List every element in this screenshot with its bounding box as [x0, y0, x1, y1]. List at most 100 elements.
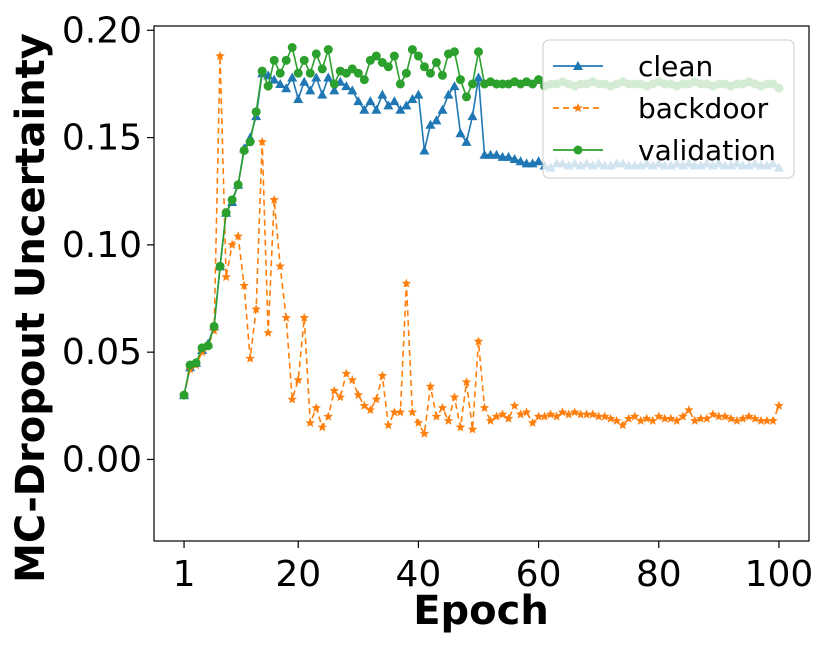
data-point-clean	[407, 93, 418, 103]
data-point-backdoor	[648, 415, 658, 425]
data-point-backdoor	[431, 411, 442, 421]
data-point-validation	[179, 390, 189, 400]
data-point-backdoor	[425, 381, 436, 391]
data-point-validation	[281, 55, 291, 65]
legend-entry-validation: validation	[553, 134, 776, 167]
data-point-backdoor	[726, 413, 736, 423]
data-point-clean	[281, 83, 292, 93]
data-point-validation	[419, 62, 429, 72]
data-point-backdoor	[660, 413, 670, 423]
x-tick-label: 1	[173, 554, 196, 595]
data-point-backdoor	[515, 409, 526, 419]
data-point-backdoor	[275, 261, 285, 271]
data-point-validation	[473, 47, 483, 57]
x-axis-title: Epoch	[413, 588, 549, 634]
data-point-clean	[503, 151, 514, 161]
data-point-backdoor	[449, 392, 460, 402]
y-tick-label: 0.20	[62, 10, 142, 51]
data-point-backdoor	[365, 405, 376, 415]
data-point-clean	[359, 104, 370, 114]
x-tick-label: 100	[745, 554, 814, 595]
data-point-backdoor	[503, 413, 514, 423]
legend-label-backdoor: backdoor	[638, 92, 769, 125]
data-point-validation	[191, 358, 201, 368]
data-point-backdoor	[696, 413, 706, 423]
data-point-validation	[449, 47, 459, 57]
data-point-backdoor	[654, 411, 664, 421]
data-point-validation	[203, 341, 213, 351]
data-point-backdoor	[233, 231, 243, 241]
data-point-backdoor	[732, 415, 742, 425]
series-backdoor	[179, 51, 784, 438]
data-point-clean	[437, 104, 448, 114]
data-point-validation	[311, 49, 321, 59]
data-point-validation	[437, 70, 447, 80]
data-point-backdoor	[455, 422, 466, 432]
data-point-validation	[413, 51, 423, 61]
data-point-backdoor	[744, 411, 754, 421]
data-point-backdoor	[305, 417, 315, 428]
data-point-validation	[215, 261, 225, 271]
data-point-clean	[413, 89, 424, 99]
data-point-backdoor	[473, 336, 484, 346]
data-point-validation	[431, 57, 441, 67]
data-point-clean	[515, 156, 526, 166]
data-point-backdoor	[407, 407, 418, 417]
data-point-backdoor	[479, 402, 490, 412]
data-point-backdoor	[281, 312, 291, 322]
data-point-backdoor	[684, 405, 694, 415]
data-point-validation	[401, 68, 411, 78]
data-point-backdoor	[437, 402, 448, 412]
data-point-backdoor	[581, 409, 592, 419]
data-point-backdoor	[738, 413, 748, 423]
data-point-backdoor	[678, 411, 688, 421]
data-point-backdoor	[702, 413, 712, 423]
data-point-backdoor	[756, 415, 766, 425]
y-axis: 0.00 0.05 0.10 0.15 0.20	[62, 10, 154, 480]
data-point-backdoor	[383, 420, 394, 430]
data-point-backdoor	[635, 415, 646, 425]
legend-entry-backdoor: backdoor	[553, 92, 769, 125]
data-point-validation	[455, 75, 465, 85]
x-tick-label: 80	[636, 554, 682, 595]
data-point-clean	[287, 72, 298, 82]
data-point-backdoor	[251, 304, 261, 314]
data-point-validation	[425, 68, 435, 78]
data-point-backdoor	[269, 194, 279, 204]
data-point-backdoor	[575, 409, 586, 419]
data-point-backdoor	[533, 411, 544, 421]
data-point-validation	[239, 145, 249, 155]
data-point-backdoor	[323, 411, 334, 421]
legend-marker-clean	[573, 61, 583, 70]
data-point-backdoor	[215, 51, 225, 61]
data-point-backdoor	[593, 411, 604, 421]
data-point-backdoor	[720, 411, 730, 421]
data-point-validation	[227, 195, 237, 205]
data-point-backdoor	[509, 400, 520, 410]
data-point-backdoor	[545, 409, 556, 419]
legend: clean backdoor validation	[542, 39, 795, 179]
y-axis-title: MC-Dropout Uncertainty	[8, 33, 54, 583]
data-point-backdoor	[708, 409, 718, 419]
data-point-backdoor	[690, 415, 700, 425]
data-point-backdoor	[521, 407, 532, 417]
data-point-clean	[443, 89, 454, 99]
data-point-backdoor	[672, 415, 682, 425]
data-point-backdoor	[395, 407, 406, 417]
data-point-clean	[491, 149, 502, 159]
data-point-backdoor	[551, 411, 562, 421]
data-point-backdoor	[443, 415, 454, 425]
legend-entry-clean: clean	[553, 50, 713, 83]
data-point-validation	[353, 68, 363, 78]
data-point-backdoor	[311, 402, 321, 412]
data-point-clean	[275, 78, 286, 88]
data-point-backdoor	[611, 415, 622, 425]
data-point-backdoor	[569, 407, 580, 417]
data-point-validation	[407, 45, 417, 55]
y-tick-label: 0.00	[62, 439, 142, 480]
data-point-validation	[299, 55, 309, 65]
data-point-backdoor	[359, 400, 370, 410]
y-tick-label: 0.05	[62, 332, 142, 373]
data-point-clean	[377, 89, 388, 99]
data-point-backdoor	[750, 413, 760, 423]
